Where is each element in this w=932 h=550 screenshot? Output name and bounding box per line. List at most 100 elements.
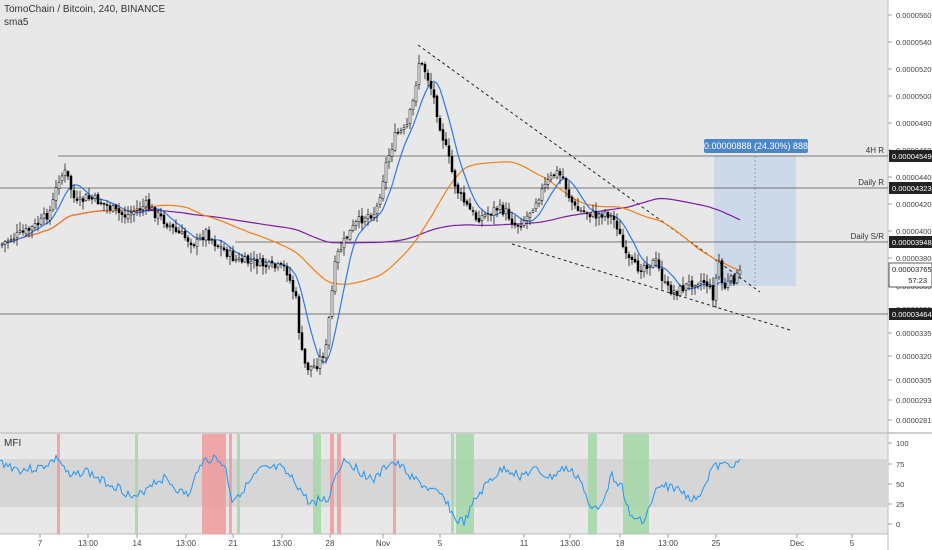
candle-body: [168, 225, 172, 228]
candle-body: [474, 212, 478, 220]
candle-body: [285, 266, 289, 276]
candle-body: [333, 261, 337, 293]
candle-body: [579, 209, 583, 212]
candle-body: [144, 200, 148, 207]
candle-body: [339, 249, 343, 252]
candle-body: [702, 280, 706, 284]
candle-body: [36, 222, 40, 226]
candle-body: [438, 117, 442, 131]
candle-body: [513, 222, 517, 226]
candle-body: [369, 215, 373, 219]
candle-body: [177, 230, 181, 234]
candle-body: [135, 208, 139, 211]
candle-body: [657, 259, 661, 269]
time-tick-label: 11: [520, 539, 529, 548]
candle-body: [138, 208, 142, 210]
candle-body: [399, 130, 403, 133]
candle-body: [21, 230, 25, 233]
mfi-axis[interactable]: 100 75 50 25 0: [888, 439, 909, 529]
candle-body: [594, 210, 598, 219]
time-tick-label: 13:00: [560, 539, 581, 548]
candle-body: [576, 206, 580, 211]
time-tick-label: 5: [438, 539, 443, 548]
candle-body: [312, 365, 316, 368]
candle-body: [735, 272, 739, 284]
price-axis[interactable]: 0.00005600 0.00005400 0.00005200 0.00005000…: [888, 11, 932, 425]
candle-body: [345, 236, 349, 239]
candle-body: [267, 261, 271, 267]
candle-body: [45, 213, 49, 220]
candle-body: [528, 212, 532, 218]
candle-body: [558, 171, 562, 176]
price-tick-label: 0.00005600: [896, 11, 932, 20]
mfi-zone-green: [313, 434, 321, 534]
descending-trendline-upper[interactable]: [417, 44, 761, 293]
candle-body: [69, 175, 73, 190]
chart-title[interactable]: TomoChain / Bitcoin, 240, BINANCE: [4, 4, 166, 15]
candle-body: [495, 208, 499, 211]
candle-body: [465, 200, 469, 205]
candle-body: [195, 238, 199, 247]
candle-body: [498, 204, 502, 210]
candle-body: [627, 254, 631, 259]
candle-body: [603, 211, 607, 217]
candle-body: [75, 198, 79, 201]
candle-body: [432, 89, 436, 98]
candle-body: [348, 230, 352, 240]
candle-body: [531, 209, 535, 213]
time-tick-label: Dec: [790, 539, 804, 548]
time-tick-label: Nov: [376, 539, 390, 548]
candle-body: [249, 261, 253, 264]
candle-body: [732, 275, 736, 285]
candle-body: [483, 214, 487, 217]
candle-body: [318, 356, 322, 369]
candle-body: [351, 225, 355, 231]
time-axis[interactable]: 7 13:00 14 13:00 21 13:00 28 Nov 5 11 13:00 18 13:00…: [38, 534, 855, 548]
candle-body: [336, 251, 340, 264]
price-tick-label: 0.00002930: [896, 396, 932, 405]
measure-label-box: [704, 139, 808, 153]
candle-body: [189, 242, 193, 246]
candle-body: [468, 203, 472, 210]
candle-body: [93, 195, 97, 199]
candle-body: [39, 218, 43, 225]
mfi-label[interactable]: MFI: [4, 438, 22, 449]
candle-body: [27, 227, 31, 231]
candle-body: [663, 281, 667, 283]
time-tick-label: 25: [712, 539, 721, 548]
candle-body: [240, 258, 244, 263]
candle-body: [264, 264, 268, 268]
study-label[interactable]: sma5: [4, 17, 29, 28]
price-tick-label: 0.00004400: [896, 173, 932, 182]
price-tick-label: 0.00003800: [896, 254, 932, 263]
candle-body: [447, 145, 451, 157]
candle-body: [585, 212, 589, 215]
candle-body: [231, 250, 235, 261]
candle-body: [288, 274, 292, 281]
candle-body: [522, 220, 526, 226]
candle-body: [462, 192, 466, 203]
measure-label: 0.00000888 (24.30%) 888: [704, 141, 808, 151]
candle-body: [600, 214, 604, 218]
candle-body: [681, 285, 685, 292]
candle-body: [165, 223, 169, 228]
mfi-zone-green: [237, 434, 240, 534]
price-tick-label: 0.00004000: [896, 227, 932, 236]
candle-body: [201, 237, 205, 241]
candle-body: [279, 263, 283, 265]
descending-trendline-lower[interactable]: [511, 243, 791, 331]
candle-body: [234, 259, 238, 261]
mfi-band: [0, 459, 888, 507]
candle-body: [54, 187, 58, 201]
mfi-zone-red: [57, 434, 60, 534]
candle-body: [714, 277, 718, 301]
candle-body: [711, 285, 715, 301]
candle-body: [693, 285, 697, 288]
candle-body: [459, 192, 463, 194]
candle-body: [246, 255, 250, 264]
candle-body: [633, 258, 637, 263]
candle-body: [297, 296, 301, 334]
candle-body: [450, 156, 454, 172]
candle-body: [402, 127, 406, 130]
